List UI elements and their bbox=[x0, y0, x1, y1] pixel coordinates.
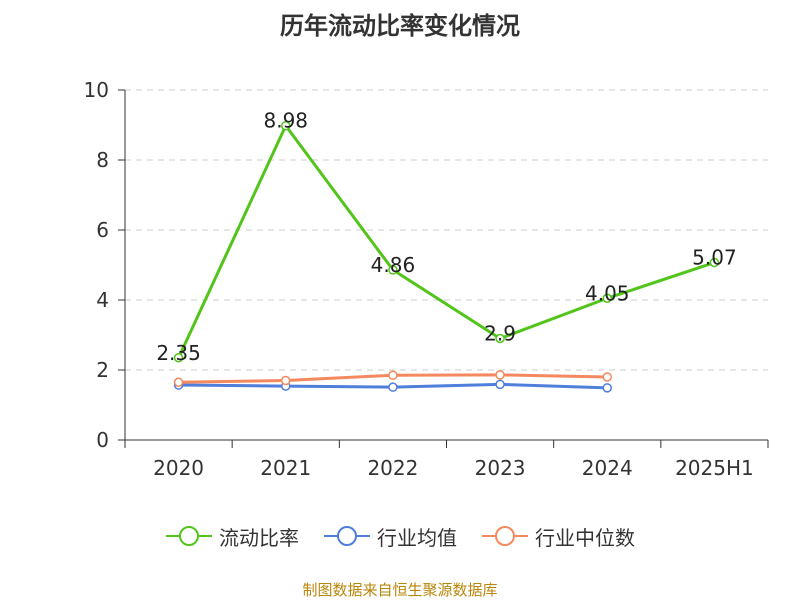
data-label: 8.98 bbox=[263, 109, 308, 133]
legend-label: 行业均值 bbox=[377, 525, 457, 550]
axis-layer: 0 2 4 6 8 10 2020 2021 2022 2023 2024 2025H1 bbox=[84, 78, 769, 480]
x-tick-label: 2020 bbox=[153, 456, 204, 480]
x-tick-label: 2025H1 bbox=[675, 456, 754, 480]
data-point bbox=[281, 120, 291, 131]
y-tick-label: 8 bbox=[96, 148, 109, 172]
legend-item[interactable]: 流动比率 bbox=[165, 522, 299, 551]
data-point bbox=[602, 372, 612, 382]
legend-swatch-icon bbox=[324, 526, 370, 546]
data-point bbox=[388, 370, 398, 380]
series-layer bbox=[173, 120, 720, 393]
legend-swatch-icon bbox=[482, 526, 528, 546]
legend-label: 行业中位数 bbox=[535, 525, 635, 550]
y-tick-label: 10 bbox=[84, 78, 109, 102]
data-label: 2.9 bbox=[484, 322, 516, 346]
data-point bbox=[495, 379, 505, 390]
data-point bbox=[388, 382, 398, 392]
legend-item[interactable]: 行业中位数 bbox=[481, 522, 635, 551]
data-point bbox=[495, 370, 505, 380]
data-label: 5.07 bbox=[692, 246, 737, 270]
y-tick-label: 6 bbox=[96, 218, 109, 242]
data-point bbox=[173, 353, 184, 363]
data-point bbox=[281, 375, 291, 386]
y-tick-label: 2 bbox=[96, 358, 109, 382]
data-point bbox=[495, 333, 505, 344]
legend-item[interactable]: 行业均值 bbox=[323, 522, 457, 551]
legend-label: 流动比率 bbox=[219, 525, 299, 550]
x-tick-label: 2022 bbox=[367, 456, 418, 480]
x-tick-label: 2023 bbox=[475, 456, 526, 480]
data-label: 2.35 bbox=[156, 341, 201, 365]
x-tick-label: 2021 bbox=[260, 456, 311, 480]
data-point bbox=[173, 377, 184, 387]
label-layer: 2.35 8.98 4.86 2.9 4.05 5.07 bbox=[156, 109, 736, 365]
chart-title: 历年流动比率变化情况 bbox=[280, 12, 520, 40]
source-note: 制图数据来自恒生聚源数据库 bbox=[302, 581, 498, 599]
legend-swatch-icon bbox=[166, 526, 212, 546]
data-point bbox=[602, 383, 612, 393]
x-tick-label: 2024 bbox=[582, 456, 633, 480]
data-point bbox=[602, 293, 612, 303]
y-tick-label: 0 bbox=[96, 428, 109, 452]
series-line bbox=[177, 124, 715, 359]
chart-legend: 流动比率 行业均值 行业中位数 bbox=[0, 518, 800, 554]
legend-swatch-marker bbox=[337, 526, 357, 546]
data-label: 4.05 bbox=[585, 281, 630, 305]
legend-swatch-marker bbox=[179, 526, 199, 546]
grid-layer bbox=[125, 89, 768, 371]
data-label: 4.86 bbox=[371, 253, 416, 277]
legend-swatch-marker bbox=[495, 526, 515, 546]
data-point bbox=[709, 257, 720, 268]
y-tick-label: 4 bbox=[96, 288, 109, 312]
data-point bbox=[388, 265, 398, 275]
